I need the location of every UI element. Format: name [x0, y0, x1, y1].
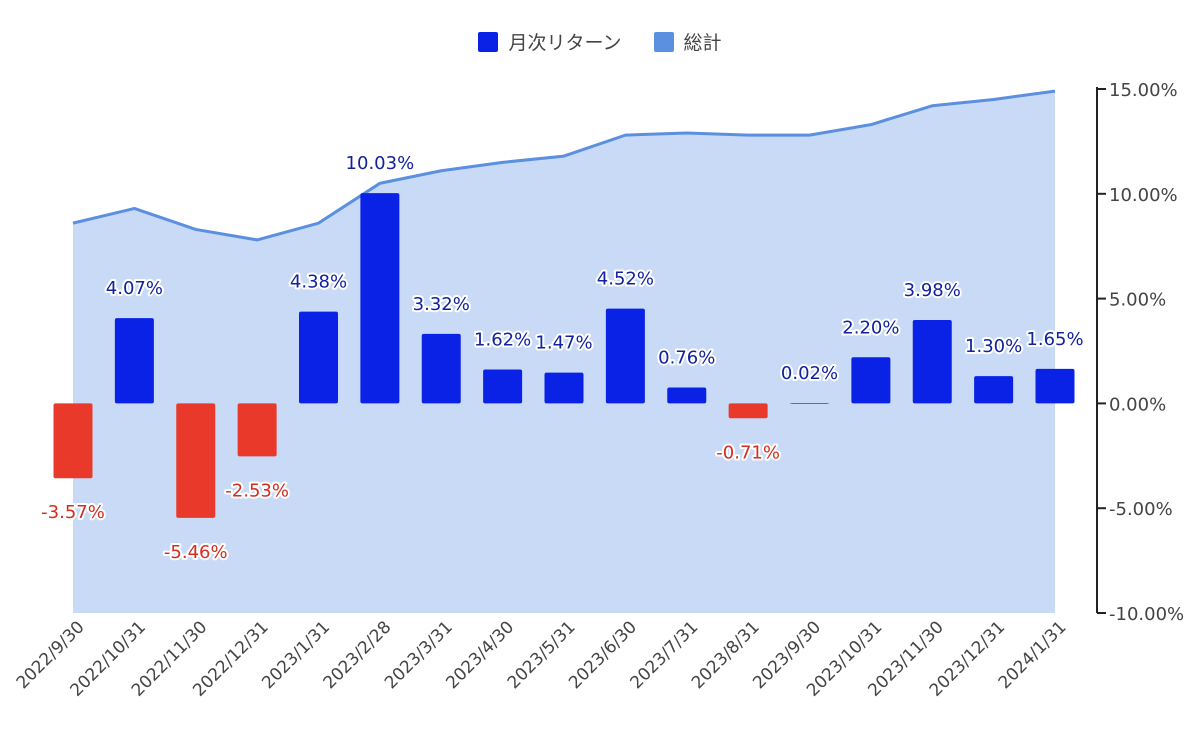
bar-2023/4/30 [483, 369, 523, 404]
bar-data-label: 4.52% [597, 269, 654, 290]
bar-data-label: -3.57% [41, 502, 105, 523]
bar-2023/1/31 [299, 311, 338, 404]
bar-data-label: 0.76% [658, 347, 715, 368]
legend: 月次リターン 総計 [0, 28, 1200, 55]
bar-data-label: -5.46% [164, 542, 228, 563]
bar-data-label: 1.30% [965, 336, 1022, 357]
bar-data-label: 1.65% [1026, 329, 1083, 350]
bar-2023/5/31 [544, 372, 584, 404]
y-tick-label: 10.00% [1109, 185, 1178, 206]
bar-data-label: -0.71% [716, 442, 780, 463]
legend-label-monthly: 月次リターン [508, 32, 622, 54]
bar-data-label: 1.62% [474, 329, 531, 350]
bar-2023/7/31 [667, 387, 707, 404]
bar-data-label: 3.32% [413, 294, 470, 315]
bar-2022/12/31 [237, 403, 277, 457]
legend-item-monthly[interactable]: 月次リターン [478, 28, 622, 55]
bar-data-label: 2.20% [842, 317, 899, 338]
bar-data-label: -2.53% [225, 480, 289, 501]
legend-item-total[interactable]: 総計 [653, 28, 722, 55]
bar-2023/6/30 [605, 308, 645, 404]
y-tick-label: -10.00% [1109, 604, 1184, 625]
bar-2023/2/28 [360, 193, 400, 404]
bar-data-label: 4.07% [106, 278, 163, 299]
legend-swatch-monthly [478, 31, 499, 52]
bar-data-label: 4.38% [290, 272, 347, 293]
total-line [72, 89, 1056, 242]
bar-data-label: 10.03% [346, 153, 415, 174]
bar-2023/8/31 [728, 403, 768, 419]
bar-2023/12/31 [974, 376, 1014, 404]
bar-2024/1/31 [1035, 368, 1075, 404]
legend-swatch-total [653, 31, 674, 52]
bar-2023/11/30 [912, 319, 952, 404]
legend-label-total: 総計 [683, 32, 722, 54]
y-tick-label: -5.00% [1109, 499, 1173, 520]
bar-2022/11/30 [176, 403, 216, 518]
bar-2022/10/31 [114, 318, 154, 404]
bar-data-label: 3.98% [904, 280, 961, 301]
bar-data-label: 1.47% [535, 333, 592, 354]
y-tick-label: 15.00% [1109, 80, 1178, 101]
total-area-fill [73, 91, 1055, 613]
bar-2022/9/30 [53, 403, 93, 479]
bar-2023/3/31 [421, 333, 461, 404]
bar-2023/9/30 [790, 402, 829, 404]
bar-data-label: 0.02% [781, 363, 838, 384]
y-tick-label: 0.00% [1109, 394, 1166, 415]
bar-2023/10/31 [851, 357, 891, 404]
y-tick-label: 5.00% [1109, 290, 1166, 311]
